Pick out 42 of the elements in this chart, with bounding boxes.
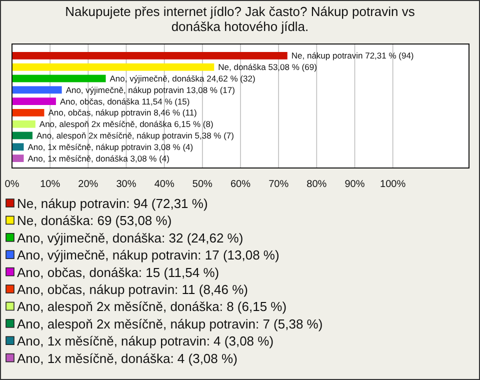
x-tick-label: 100% xyxy=(380,179,406,190)
legend-label: Ne, donáška: 69 (53,08 %) xyxy=(17,213,172,228)
x-tick-label: 80% xyxy=(306,179,327,190)
bar xyxy=(12,108,44,116)
x-tick-label: 70% xyxy=(268,179,289,190)
legend-label: Ano, 1x měsíčně, nákup potravin: 4 (3,08 %) xyxy=(17,334,274,349)
x-tick-label: 10% xyxy=(40,179,60,190)
legend-label: Ne, nákup potravin: 94 (72,31 %) xyxy=(17,196,208,211)
data-label: Ano, 1x měsíčně, donáška 3,08 % (4) xyxy=(28,153,170,164)
x-tick-label: 50% xyxy=(192,179,213,190)
data-label: Ano, alespoň 2x měsíčně, nákup potravin 5,38 % (7) xyxy=(36,130,234,140)
bar xyxy=(12,74,106,82)
data-label: Ano, výjimečně, nákup potravin 13,08 % (17) xyxy=(66,84,236,95)
data-label: Ano, občas, donáška 11,54 % (15) xyxy=(60,96,190,106)
bar xyxy=(12,143,24,151)
legend-label: Ano, 1x měsíčně, donáška: 4 (3,08 %) xyxy=(17,350,238,366)
bar xyxy=(12,132,32,140)
x-tick-label: 0% xyxy=(4,179,20,190)
bar xyxy=(12,63,214,71)
data-label: Ano, občas, nákup potravin 8,46 % (11) xyxy=(48,108,198,118)
x-tick-label: 30% xyxy=(116,179,136,190)
bar xyxy=(12,52,288,60)
chart-title: Nakupujete přes internet jídlo? Jak často? Nákup potravin vs donáška hotového jídla. xyxy=(65,4,416,34)
data-label: Ano, výjimečně, donáška 24,62 % (32) xyxy=(110,74,256,84)
bar xyxy=(12,86,62,94)
data-label: Ano, 1x měsíčně, nákup potravin 3,08 % (4) xyxy=(28,142,194,152)
legend-label: Ano, alespoň 2x měsíčně, nákup potravin: 7 (5,38 %) xyxy=(17,316,323,332)
data-label: Ne, nákup potravin 72,31 % (94) xyxy=(291,50,414,61)
x-tick-label: 90% xyxy=(344,179,365,190)
bar xyxy=(12,120,36,128)
x-tick-label: 60% xyxy=(230,179,251,190)
data-label: Ano, alespoň 2x měsíčně, donáška 6,15 % (8) xyxy=(39,119,214,130)
data-label: Ne, donáška 53,08 % (69) xyxy=(218,62,318,72)
bar xyxy=(12,154,24,162)
bar xyxy=(12,98,56,106)
legend-label: Ano, alespoň 2x měsíčně, donáška: 8 (6,15 %) xyxy=(17,299,287,314)
legend-label: Ano, výjimečně, nákup potravin: 17 (13,08 %) xyxy=(17,248,280,263)
x-tick-label: 20% xyxy=(78,179,98,190)
legend-label: Ano, občas, donáška: 15 (11,54 %) xyxy=(17,264,220,280)
legend-label: Ano, výjimečně, donáška: 32 (24,62 %) xyxy=(17,230,244,246)
legend-label: Ano, občas, nákup potravin: 11 (8,46 %) xyxy=(17,282,248,297)
x-tick-label: 40% xyxy=(154,179,174,190)
